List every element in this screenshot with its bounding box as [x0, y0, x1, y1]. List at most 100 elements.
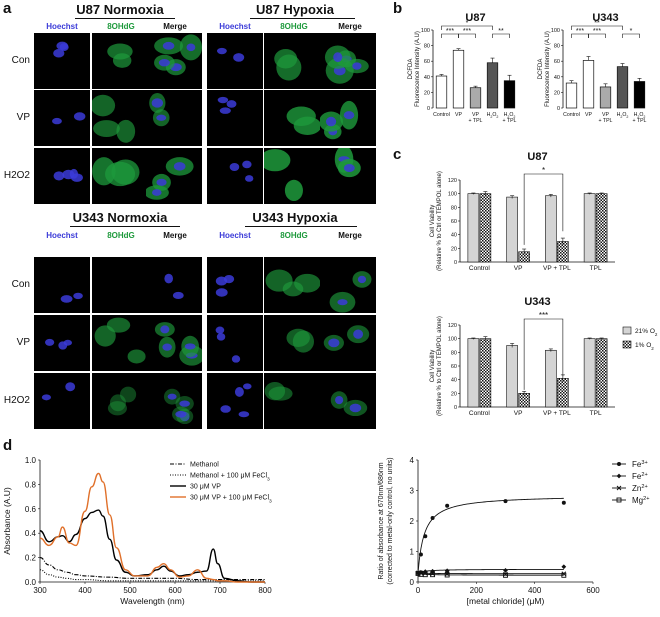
y-tick-label: 60: [451, 364, 457, 370]
chart-d-absorbance: 0.0 0.2 0.4 0.6 0.8 1.0 300 400 500 600 700 800 Wave…: [2, 456, 272, 606]
x-tick-label: VP + TPL: [543, 265, 571, 272]
row-label-vp: VP: [16, 337, 30, 348]
micrograph-merge: [320, 373, 376, 429]
y-tick-label: 100: [551, 28, 560, 34]
legend-label: Zn2+: [632, 484, 648, 493]
bar: [582, 60, 595, 109]
y-axis-label: DCFDA Fluorescence Intensity (A.U): [538, 31, 551, 107]
x-tick-label: 300: [33, 586, 47, 595]
row-label-vp: VP: [16, 112, 30, 123]
legend-swatch: [622, 340, 632, 349]
micrograph-merge: [146, 257, 202, 313]
col-header-hoechst: Hoechst: [46, 231, 78, 240]
y-axis-label: Cell Viability (Relative % to Ctrl or TEM…: [430, 171, 443, 271]
significance-label: ***: [539, 311, 548, 320]
group-underline: [70, 226, 180, 227]
significance-bracket: [523, 318, 564, 390]
y-tick-label: 40: [451, 378, 457, 384]
chart-c-u87: U87 0 20 40 60 80 100 120 Cell Viability (Relativ…: [430, 151, 615, 272]
y-tick-label: 1: [410, 548, 415, 557]
x-tick-label: VP: [602, 112, 609, 118]
y-axis-label-text: Absorbance (A.U): [2, 487, 12, 555]
bar: [595, 338, 608, 408]
row-label-h2o2: H2O2: [3, 170, 30, 181]
y-tick-label: 40: [554, 75, 560, 81]
y-tick-label: 100: [448, 337, 457, 343]
micrograph-merge: [320, 90, 376, 146]
significance-label: ***: [463, 28, 471, 35]
series-line: [39, 569, 265, 582]
row-label-h2o2: H2O2: [3, 395, 30, 406]
y-axis-label-line1: Ratio of absorbance at 670nm/686nm: [378, 462, 385, 579]
micrograph-ohdg: [264, 315, 320, 371]
x-tick-label: H2O2: [617, 112, 629, 119]
x-tick-label: 600: [168, 586, 182, 595]
col-header-merge: Merge: [338, 231, 362, 240]
y-axis-label: DCFDA Fluorescence Intensity (A.U): [408, 31, 421, 107]
group-title-u343-normoxia: U343 Normoxia: [72, 210, 168, 225]
significance-bracket: [523, 173, 564, 245]
significance-bracket: [458, 33, 476, 38]
x-tick-label: TPL: [590, 265, 602, 272]
micrograph-merge: [146, 315, 202, 371]
micrograph-hoechst: [207, 315, 263, 371]
x-tick-label: + TPL: [599, 118, 613, 124]
data-point: [561, 500, 566, 505]
micrograph-hoechst: [207, 257, 263, 313]
micrograph-ohdg: [92, 373, 148, 429]
micrograph-merge: [320, 315, 376, 371]
y-tick-label: 0: [410, 578, 415, 587]
group-underline: [250, 18, 355, 19]
row-label-con: Con: [11, 55, 30, 66]
bar: [583, 193, 596, 263]
x-tick-label: VP + TPL: [543, 410, 571, 417]
micrograph-merge: [320, 33, 376, 89]
y-tick-label: 0: [557, 106, 560, 112]
micrograph-hoechst: [34, 90, 90, 146]
panel-letter-b: b: [393, 0, 403, 17]
micrograph-ohdg: [92, 315, 148, 371]
y-tick-label: 80: [451, 350, 457, 356]
panel-letter-d: d: [3, 437, 13, 454]
micrograph-ohdg: [264, 90, 320, 146]
x-tick-label: 500: [123, 586, 137, 595]
col-header-merge: Merge: [338, 22, 362, 31]
x-tick-label: + TPL: [633, 118, 647, 124]
bar: [616, 66, 629, 109]
micrograph-ohdg: [92, 257, 148, 313]
micrograph-hoechst: [34, 373, 90, 429]
x-tick-label: Control: [469, 410, 491, 417]
significance-label: *: [466, 20, 469, 27]
y-tick-label: 40: [451, 233, 457, 239]
legend-label: 30 μM VP: [190, 484, 221, 491]
x-tick-label: 800: [258, 586, 272, 595]
chart-d-ratio: 0 1 2 3 4 0 200 400 600 [metal chloride] (μM) Rati…: [378, 456, 650, 606]
data-point: [430, 515, 435, 520]
data-point: [561, 571, 567, 577]
group-title-u87-hypoxia: U87 Hypoxia: [255, 2, 335, 17]
micrograph-merge: [146, 148, 202, 204]
fit-curve: [417, 568, 564, 574]
col-header-merge: Merge: [163, 22, 187, 31]
x-tick-label: VP: [585, 112, 592, 118]
y-tick-label: 0.2: [25, 554, 37, 563]
series-line: [39, 557, 265, 581]
y-tick-label: 60: [554, 59, 560, 65]
significance-label: ***: [446, 28, 454, 35]
micrograph-hoechst: [34, 148, 90, 204]
y-axis-label-line2: Fluorescence Intensity (A.U): [545, 31, 551, 107]
bar: [479, 338, 492, 408]
significance-bracket: [588, 33, 606, 38]
micrograph-ohdg: [264, 33, 320, 89]
data-point: [423, 534, 428, 539]
group-underline: [245, 226, 357, 227]
group-title-u343-hypoxia: U343 Hypoxia: [252, 210, 338, 225]
micrograph-merge: [146, 90, 202, 146]
y-tick-label: 120: [448, 178, 457, 184]
data-point: [415, 571, 421, 576]
panel-letter-c: c: [393, 146, 402, 163]
micrograph-hoechst: [207, 90, 263, 146]
x-tick-label: VP: [472, 112, 479, 118]
y-tick-label: 3: [410, 487, 415, 496]
y-tick-label: 100: [421, 28, 430, 34]
